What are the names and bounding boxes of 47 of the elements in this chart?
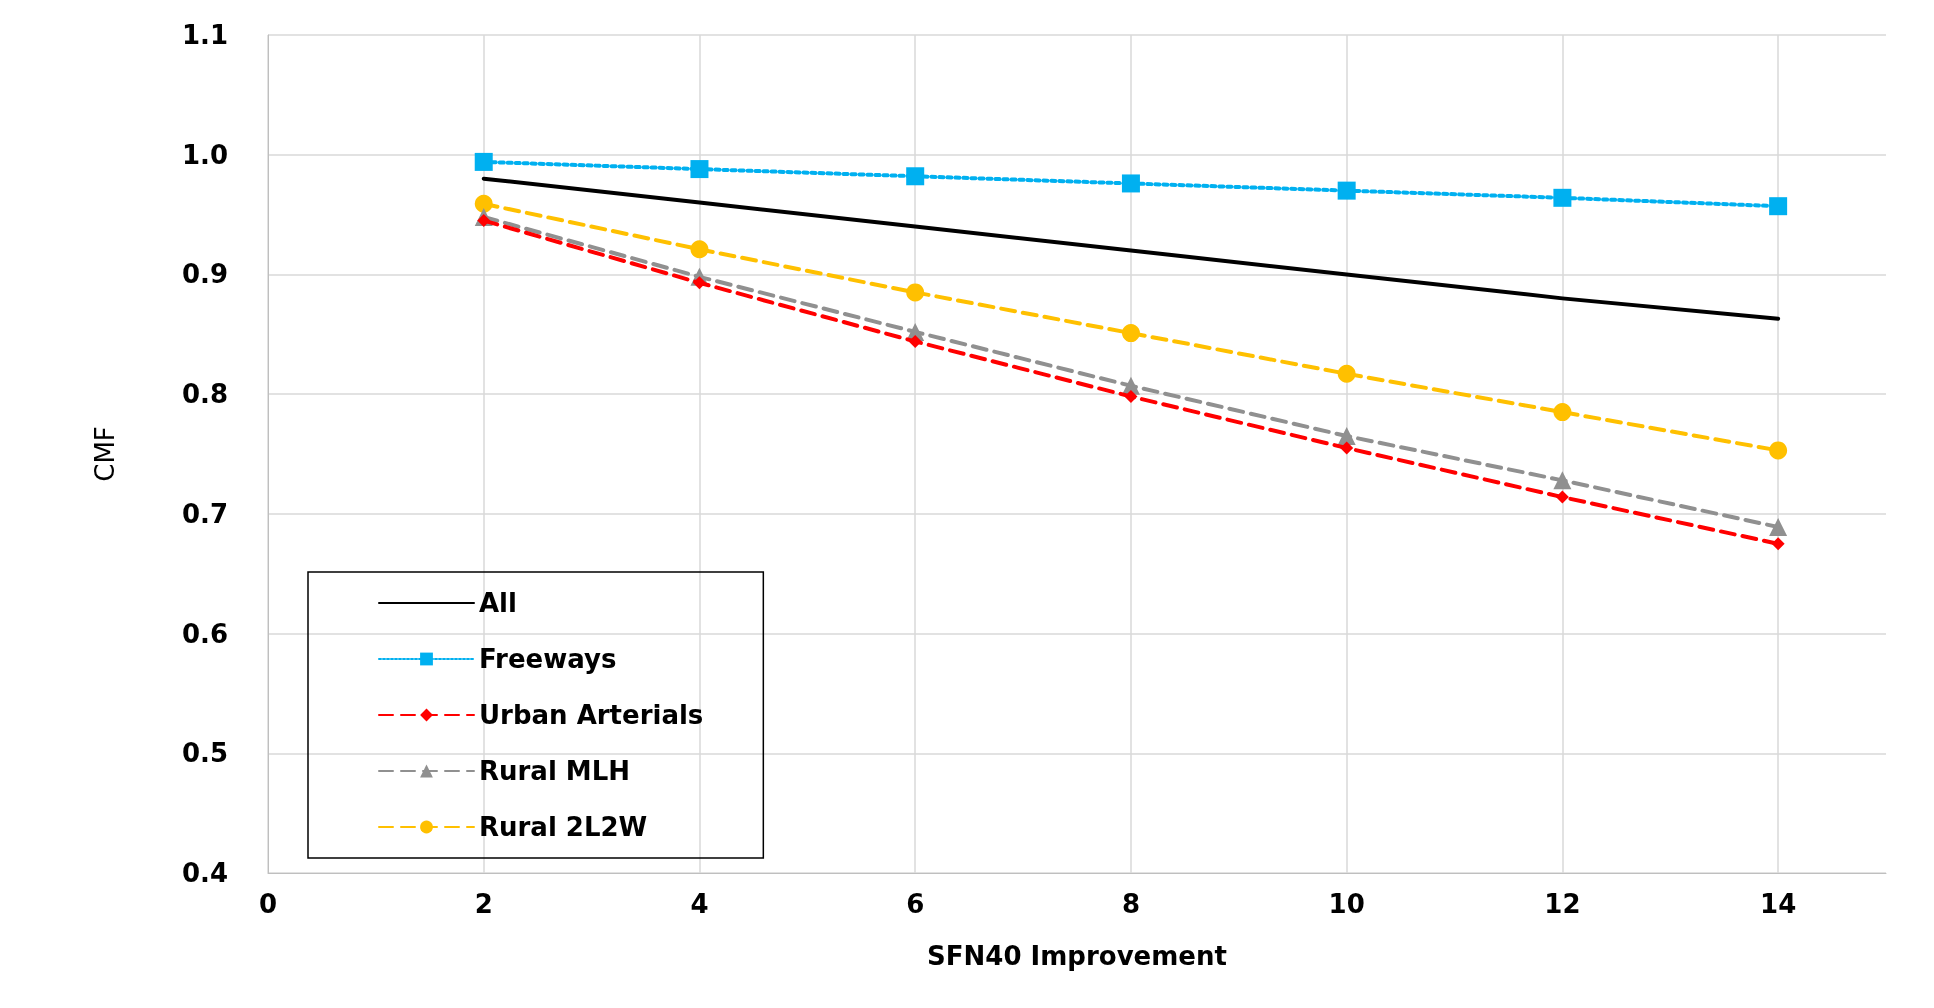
point: [1769, 197, 1788, 216]
y-tick-label: 0.6: [181, 618, 228, 649]
y-tick-label: 0.7: [181, 498, 228, 529]
point: [1121, 174, 1140, 193]
x-tick-label: 4: [690, 889, 709, 919]
point: [1555, 490, 1569, 504]
x-tick-label: 12: [1544, 889, 1581, 919]
point: [690, 160, 709, 179]
point: [1553, 403, 1572, 422]
point: [1121, 324, 1140, 343]
x-tick-label: 14: [1760, 889, 1797, 919]
point: [908, 334, 922, 348]
point: [1553, 188, 1572, 207]
point: [474, 152, 493, 171]
y-tick-label: 1.1: [181, 20, 228, 50]
point: [1771, 537, 1785, 551]
x-tick-label: 2: [474, 889, 493, 919]
line-series: [481, 176, 1781, 321]
point: [1340, 441, 1354, 455]
x-axis-title: SFN40 Improvement: [927, 941, 1227, 971]
point: [1769, 518, 1788, 537]
x-tick-label: 0: [258, 889, 278, 919]
point: [690, 240, 709, 259]
point: [1769, 441, 1788, 460]
point: [1553, 471, 1572, 490]
y-axis-title: CMF: [90, 426, 120, 482]
point: [906, 283, 925, 302]
point: [906, 167, 925, 186]
y-tick-label: 0.5: [181, 738, 228, 769]
y-tick-label: 1.0: [181, 139, 228, 170]
x-tick-label: 6: [906, 889, 925, 919]
x-tick-label: 8: [1121, 889, 1140, 919]
y-tick-label: 0.4: [181, 858, 228, 888]
point: [692, 276, 706, 290]
legend-label: Rural MLH: [479, 756, 631, 786]
legend-label: Urban Arterials: [479, 700, 704, 730]
x-tick-label: 10: [1328, 889, 1365, 919]
point: [1337, 427, 1356, 446]
point: [1337, 364, 1356, 383]
legend-label: All: [479, 588, 517, 618]
point: [1337, 181, 1356, 200]
y-tick-label: 0.8: [181, 379, 228, 410]
point: [1124, 390, 1138, 404]
legend-label: Rural 2L2W: [479, 812, 648, 842]
point: [474, 194, 493, 213]
y-tick-label: 0.9: [181, 259, 228, 290]
legend-label: Freeways: [479, 644, 617, 674]
